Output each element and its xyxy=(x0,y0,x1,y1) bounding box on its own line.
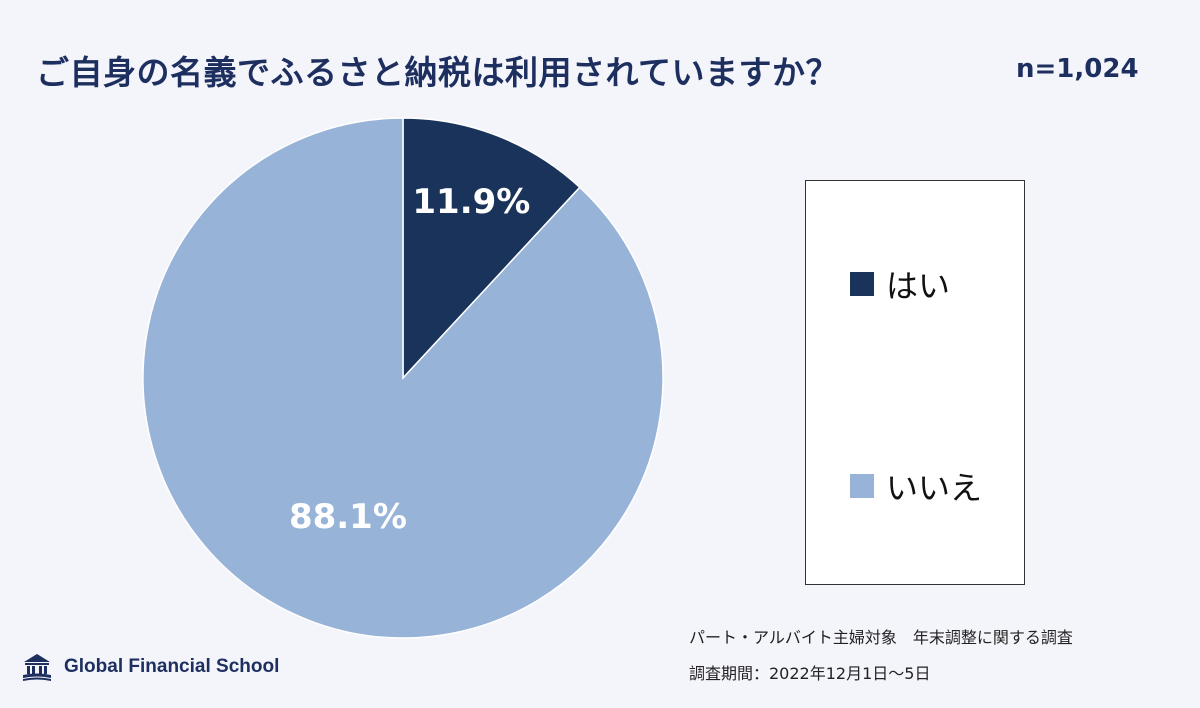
data-label-no: 88.1% xyxy=(289,497,407,537)
sample-size: n=1,024 xyxy=(1016,54,1139,84)
legend-swatch-yes xyxy=(850,272,874,296)
school-building-icon xyxy=(23,654,51,681)
pie-slice-no xyxy=(142,117,664,639)
data-label-yes: 11.9% xyxy=(412,182,530,222)
survey-period: 調査期間：2022年12月1日～5日 xyxy=(689,664,931,683)
pie-slice-yes xyxy=(402,117,581,380)
legend-item-no: いいえ xyxy=(850,463,982,509)
chart-title: ご自身の名義でふるさと納税は利用されていますか？ xyxy=(36,53,840,92)
brand-name: Global Financial School xyxy=(64,656,280,677)
legend: はい いいえ xyxy=(805,180,1025,585)
brand: Global Financial School xyxy=(20,652,279,682)
legend-item-yes: はい xyxy=(850,261,950,307)
legend-label-yes: はい xyxy=(886,267,951,305)
legend-label-no: いいえ xyxy=(886,469,983,507)
legend-swatch-no xyxy=(850,474,874,498)
survey-description: パート・アルバイト主婦対象 年末調整に関する調査 xyxy=(689,628,1073,647)
